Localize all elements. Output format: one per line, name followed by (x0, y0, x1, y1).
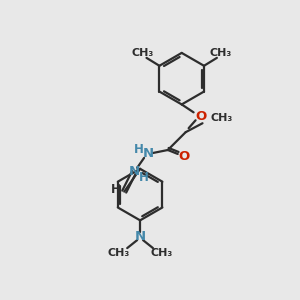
Text: H: H (110, 183, 120, 196)
Text: N: N (142, 148, 154, 160)
Text: H: H (139, 171, 149, 184)
Text: CH₃: CH₃ (107, 248, 129, 258)
Text: CH₃: CH₃ (131, 48, 154, 58)
Text: O: O (195, 110, 206, 123)
Text: N: N (129, 165, 140, 178)
Text: N: N (134, 230, 146, 243)
Text: O: O (178, 150, 189, 164)
Text: CH₃: CH₃ (210, 48, 232, 58)
Text: H: H (134, 142, 144, 155)
Text: CH₃: CH₃ (210, 113, 233, 123)
Text: CH₃: CH₃ (151, 248, 173, 258)
